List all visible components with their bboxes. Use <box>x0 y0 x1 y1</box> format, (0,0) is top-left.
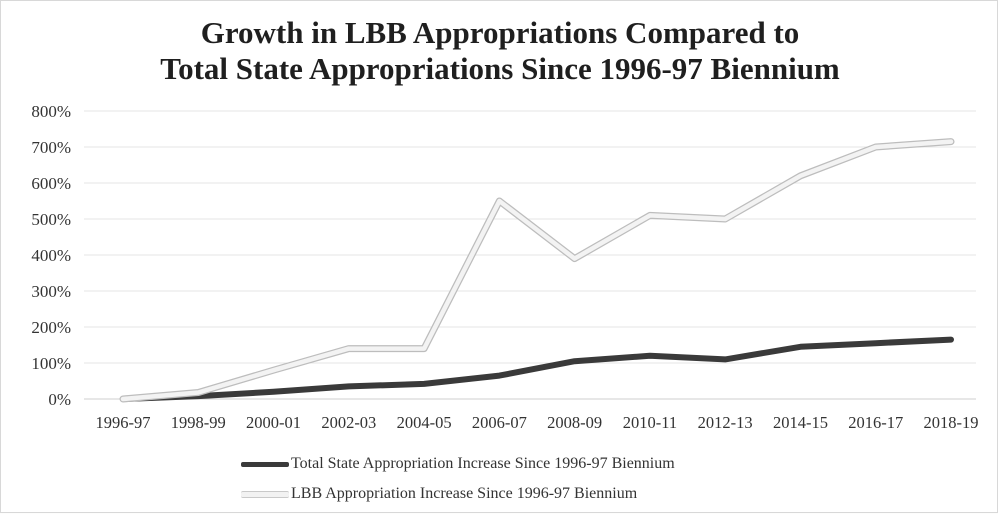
y-tick-label: 800% <box>31 102 71 121</box>
legend-item-lbb: LBB Appropriation Increase Since 1996-97… <box>241 479 841 509</box>
x-tick-label: 2016-17 <box>848 413 903 432</box>
x-tick-label: 2010-11 <box>623 413 677 432</box>
legend: Total State Appropriation Increase Since… <box>241 449 841 509</box>
y-tick-label: 200% <box>31 318 71 337</box>
x-tick-label: 2014-15 <box>773 413 828 432</box>
x-tick-label: 2006-07 <box>472 413 527 432</box>
x-tick-label: 2004-05 <box>397 413 452 432</box>
series-line-total-state <box>123 340 951 399</box>
y-tick-label: 400% <box>31 246 71 265</box>
x-tick-label: 2018-19 <box>924 413 979 432</box>
legend-swatch-total-state <box>241 462 289 467</box>
legend-label-lbb: LBB Appropriation Increase Since 1996-97… <box>291 485 637 503</box>
y-tick-label: 600% <box>31 174 71 193</box>
y-tick-label: 500% <box>31 210 71 229</box>
series-line-lbb <box>123 142 951 399</box>
series-line-outline <box>123 142 951 399</box>
y-tick-label: 700% <box>31 138 71 157</box>
y-tick-label: 0% <box>48 390 71 409</box>
y-tick-label: 300% <box>31 282 71 301</box>
legend-swatch-lbb <box>241 491 289 498</box>
x-tick-label: 2002-03 <box>321 413 376 432</box>
x-tick-label: 2000-01 <box>246 413 301 432</box>
x-tick-label: 2012-13 <box>698 413 753 432</box>
x-tick-label: 1996-97 <box>96 413 151 432</box>
legend-item-total-state: Total State Appropriation Increase Since… <box>241 449 841 479</box>
legend-label-total-state: Total State Appropriation Increase Since… <box>291 455 675 473</box>
y-tick-label: 100% <box>31 354 71 373</box>
x-tick-label: 1998-99 <box>171 413 226 432</box>
x-tick-label: 2008-09 <box>547 413 602 432</box>
